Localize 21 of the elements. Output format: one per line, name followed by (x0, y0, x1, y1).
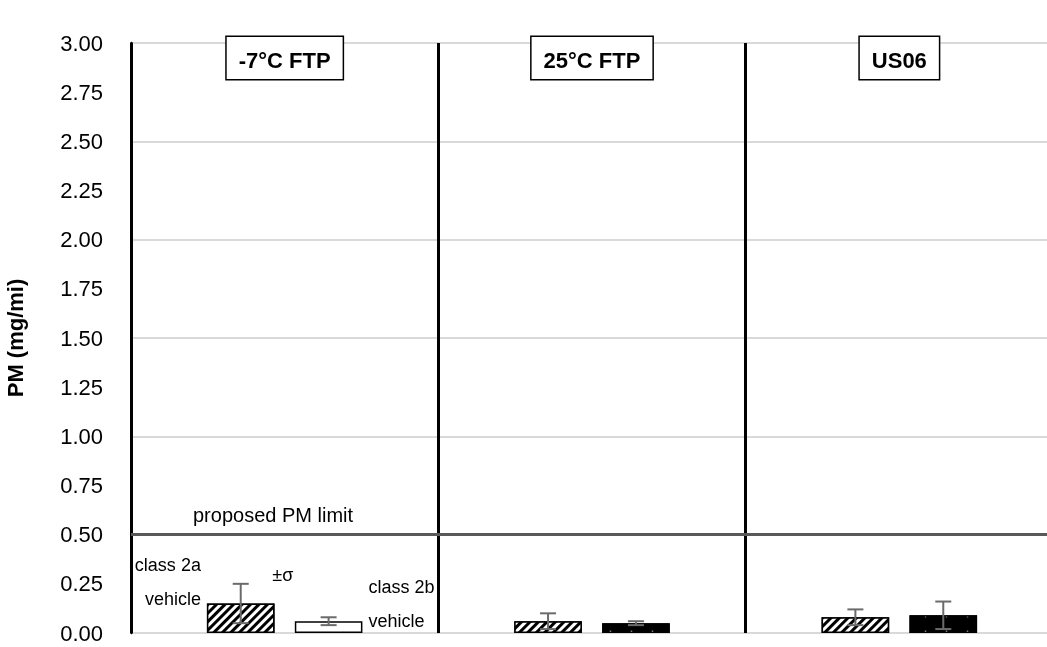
y-tick-label: 3.00 (60, 30, 103, 56)
y-tick-label: 1.50 (60, 325, 103, 351)
y-tick-label: 0.00 (60, 620, 103, 646)
y-tick-label: 0.25 (60, 571, 103, 597)
x-tick-label: -7°C FTP (238, 47, 331, 73)
x-tick-label: US06 (871, 47, 927, 73)
y-tick-label: 2.25 (60, 178, 103, 203)
y-tick-label: 1.75 (60, 276, 103, 302)
y-tick-label: 0.50 (60, 522, 103, 548)
series-label: class 2b vehicle (368, 577, 435, 631)
y-tick-label: 0.75 (60, 473, 103, 498)
y-tick-label: 1.00 (60, 423, 103, 449)
annotation: ±σ (272, 564, 294, 585)
series-label: class 2a vehicle (134, 555, 202, 609)
y-tick-label: 2.50 (60, 128, 103, 154)
y-axis-title: PM (mg/mi) (2, 278, 28, 398)
x-tick-label: 25°C FTP (543, 47, 641, 73)
y-tick-label: 2.00 (60, 227, 103, 253)
ref-line-label: proposed PM limit (193, 503, 354, 526)
y-tick-label: 1.25 (60, 374, 103, 400)
y-tick-label: 2.75 (60, 79, 103, 105)
